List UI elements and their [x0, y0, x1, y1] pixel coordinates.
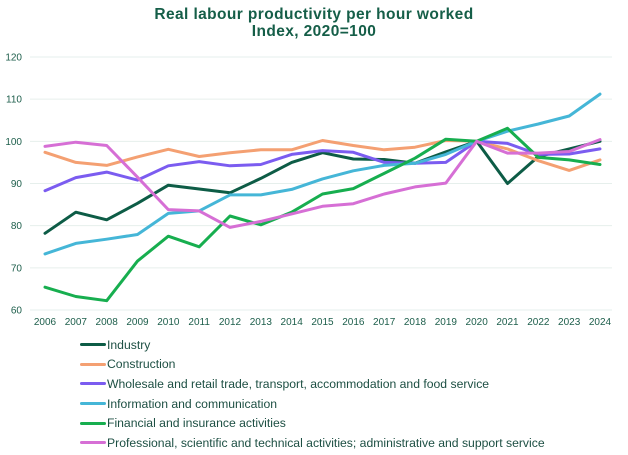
x-tick-label: 2014 — [281, 317, 304, 328]
x-tick-label: 2007 — [65, 317, 88, 328]
x-tick-label: 2011 — [188, 317, 210, 328]
x-tick-label: 2022 — [527, 317, 550, 328]
y-tick-label: 70 — [11, 263, 23, 274]
x-tick-label: 2024 — [589, 317, 612, 328]
legend-item: Industry — [80, 335, 545, 355]
legend-item: Financial and insurance activities — [80, 413, 545, 433]
legend-swatch — [80, 441, 106, 445]
x-tick-label: 2020 — [466, 317, 489, 328]
legend-swatch — [80, 382, 106, 386]
legend-label: Construction — [107, 357, 176, 372]
x-tick-label: 2010 — [157, 317, 180, 328]
chart-title: Real labour productivity per hour worked… — [0, 6, 628, 40]
x-tick-label: 2015 — [311, 317, 334, 328]
x-tick-label: 2016 — [342, 317, 365, 328]
legend-label: Wholesale and retail trade, transport, a… — [107, 376, 490, 391]
legend-label: Information and communication — [107, 396, 278, 411]
y-tick-label: 90 — [11, 179, 23, 190]
legend-label: Financial and insurance activities — [107, 416, 286, 431]
legend-label: Professional, scientific and technical a… — [107, 435, 545, 450]
y-tick-label: 60 — [11, 306, 23, 317]
legend-item: Professional, scientific and technical a… — [80, 433, 545, 453]
y-tick-label: 80 — [11, 221, 23, 232]
y-tick-label: 110 — [6, 95, 22, 106]
legend-swatch — [80, 343, 106, 347]
legend-swatch — [80, 362, 106, 366]
x-tick-label: 2008 — [96, 317, 119, 328]
legend-label: Industry — [107, 337, 151, 352]
y-tick-label: 120 — [5, 53, 22, 64]
legend-item: Information and communication — [80, 394, 545, 414]
legend-swatch — [80, 402, 106, 406]
y-tick-label: 100 — [5, 137, 22, 148]
gridlines — [30, 56, 612, 311]
chart-subtitle: Index, 2020=100 — [251, 23, 377, 40]
x-tick-label: 2012 — [219, 317, 242, 328]
y-axis-ticks: 60 70 80 90 100 110 120 — [5, 53, 22, 317]
x-tick-label: 2013 — [250, 317, 273, 328]
x-tick-label: 2017 — [373, 317, 396, 328]
legend-swatch — [80, 421, 106, 425]
legend-item: Construction — [80, 355, 545, 375]
x-tick-label: 2019 — [435, 317, 458, 328]
x-axis-ticks: 2006 2007 2008 2009 2010 2011 2012 2013 2014 2015… — [34, 317, 612, 328]
legend-item: Wholesale and retail trade, transport, a… — [80, 374, 545, 394]
chart-title-main: Real labour productivity per hour worked — [154, 6, 474, 23]
x-tick-label: 2009 — [126, 317, 149, 328]
x-tick-label: 2023 — [558, 317, 581, 328]
x-tick-label: 2018 — [404, 317, 427, 328]
x-tick-label: 2021 — [496, 317, 519, 328]
series-lines — [43, 92, 602, 303]
x-tick-label: 2006 — [34, 317, 57, 328]
series-line-1 — [43, 139, 602, 235]
legend: Industry Construction Wholesale and retail… — [80, 335, 545, 453]
